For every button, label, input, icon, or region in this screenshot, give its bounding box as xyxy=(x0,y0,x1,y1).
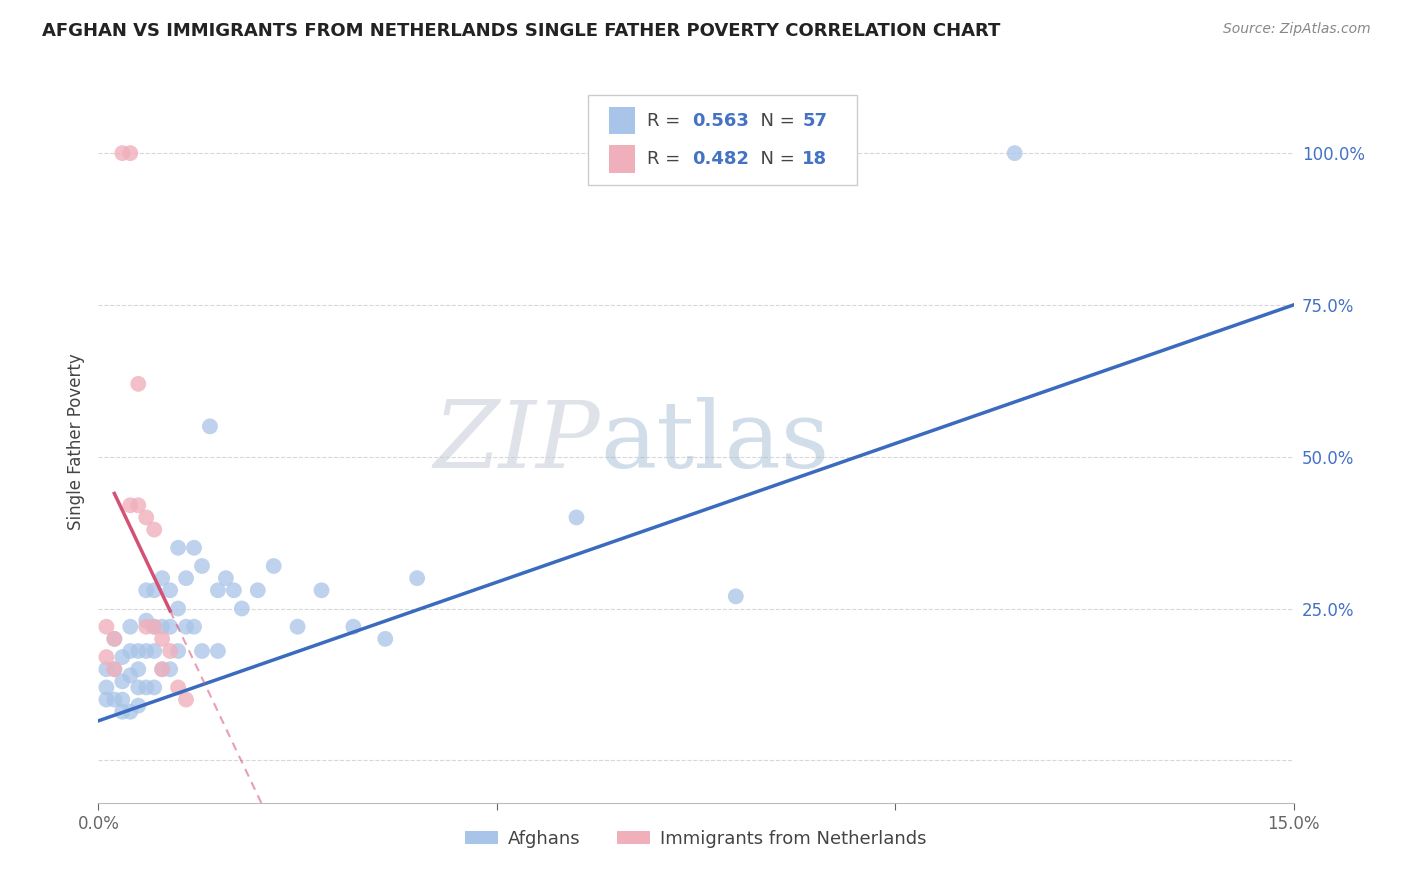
Text: 18: 18 xyxy=(803,150,828,168)
Text: N =: N = xyxy=(748,150,800,168)
Text: R =: R = xyxy=(647,150,686,168)
Point xyxy=(135,614,157,628)
Point xyxy=(127,498,149,512)
Text: 0.563: 0.563 xyxy=(692,112,749,129)
Point xyxy=(127,681,149,695)
Point xyxy=(103,662,125,676)
Point xyxy=(120,146,142,161)
Point xyxy=(231,601,253,615)
Point xyxy=(143,620,166,634)
FancyBboxPatch shape xyxy=(609,145,636,173)
Point xyxy=(120,644,142,658)
Point xyxy=(342,620,364,634)
Point xyxy=(127,698,149,713)
Point xyxy=(111,692,134,706)
Point xyxy=(120,620,142,634)
Point xyxy=(287,620,309,634)
Point xyxy=(222,583,245,598)
Point xyxy=(174,620,197,634)
Point xyxy=(96,681,118,695)
FancyBboxPatch shape xyxy=(609,107,636,135)
Point xyxy=(143,620,166,634)
Point xyxy=(263,559,285,574)
Legend: Afghans, Immigrants from Netherlands: Afghans, Immigrants from Netherlands xyxy=(458,822,934,855)
Point xyxy=(103,692,125,706)
Text: Source: ZipAtlas.com: Source: ZipAtlas.com xyxy=(1223,22,1371,37)
Point xyxy=(174,692,197,706)
Point xyxy=(159,644,181,658)
Point xyxy=(135,510,157,524)
Text: 0.482: 0.482 xyxy=(692,150,749,168)
Point xyxy=(207,583,229,598)
Point xyxy=(143,644,166,658)
Point xyxy=(111,146,134,161)
Point xyxy=(150,662,173,676)
Point xyxy=(103,662,125,676)
Point xyxy=(127,376,149,391)
Text: N =: N = xyxy=(748,112,800,129)
Point xyxy=(111,674,134,689)
Point xyxy=(167,644,190,658)
Text: atlas: atlas xyxy=(600,397,830,486)
Point xyxy=(159,583,181,598)
Point xyxy=(120,668,142,682)
Point xyxy=(103,632,125,646)
Point xyxy=(135,583,157,598)
Point xyxy=(111,705,134,719)
Point xyxy=(150,620,173,634)
Text: AFGHAN VS IMMIGRANTS FROM NETHERLANDS SINGLE FATHER POVERTY CORRELATION CHART: AFGHAN VS IMMIGRANTS FROM NETHERLANDS SI… xyxy=(42,22,1001,40)
Point xyxy=(120,498,142,512)
Point xyxy=(127,662,149,676)
FancyBboxPatch shape xyxy=(589,95,858,185)
Point xyxy=(96,662,118,676)
Point xyxy=(215,571,238,585)
Point xyxy=(135,620,157,634)
Point xyxy=(167,681,190,695)
Point xyxy=(127,644,149,658)
Point xyxy=(1004,146,1026,161)
Point xyxy=(374,632,396,646)
Point xyxy=(143,681,166,695)
Point xyxy=(183,620,205,634)
Point xyxy=(191,559,214,574)
Point xyxy=(96,620,118,634)
Text: 57: 57 xyxy=(803,112,827,129)
Point xyxy=(150,662,173,676)
Point xyxy=(150,571,173,585)
Point xyxy=(103,632,125,646)
Point xyxy=(191,644,214,658)
Point xyxy=(120,705,142,719)
Point xyxy=(159,620,181,634)
Point xyxy=(207,644,229,658)
Point xyxy=(167,541,190,555)
Point xyxy=(183,541,205,555)
Point xyxy=(96,692,118,706)
Point xyxy=(135,681,157,695)
Point xyxy=(150,632,173,646)
Point xyxy=(724,590,747,604)
Point xyxy=(311,583,333,598)
Point xyxy=(111,650,134,665)
Point xyxy=(565,510,588,524)
Point xyxy=(406,571,429,585)
Point xyxy=(96,650,118,665)
Point xyxy=(167,601,190,615)
Point xyxy=(198,419,221,434)
Text: ZIP: ZIP xyxy=(433,397,600,486)
Point xyxy=(246,583,269,598)
Point xyxy=(174,571,197,585)
Y-axis label: Single Father Poverty: Single Father Poverty xyxy=(66,353,84,530)
Text: R =: R = xyxy=(647,112,686,129)
Point xyxy=(135,644,157,658)
Point xyxy=(143,583,166,598)
Point xyxy=(159,662,181,676)
Point xyxy=(143,523,166,537)
